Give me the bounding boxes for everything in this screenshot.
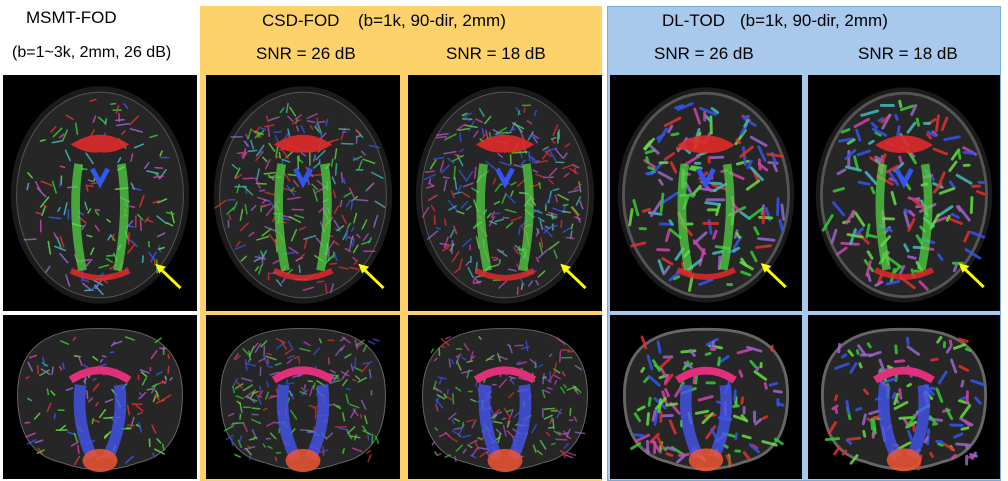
axial-csd-26-image xyxy=(206,75,400,311)
coronal-csd-18-image xyxy=(408,315,602,479)
dl-tod-title: DL-TOD xyxy=(662,11,725,30)
coronal-msmt-fod-image xyxy=(3,315,197,479)
axial-msmt-fod-image xyxy=(3,75,197,311)
snr-label-csd-26: SNR = 26 dB xyxy=(256,44,356,63)
msmt-fod-subtitle: (b=1~3k, 2mm, 26 dB) xyxy=(12,44,172,61)
axial-dl-18-image xyxy=(808,75,1000,311)
snr-label-dl-18: SNR = 18 dB xyxy=(858,44,958,63)
brain-rendering xyxy=(422,328,588,473)
coronal-dl-26-image xyxy=(610,315,802,479)
brain-rendering xyxy=(17,328,183,473)
brain-rendering xyxy=(617,87,795,303)
brain-rendering xyxy=(415,86,595,304)
msmt-fod-title: MSMT-FOD xyxy=(26,8,117,27)
brain-rendering xyxy=(815,87,993,303)
dl-tod-subtitle: (b=1k, 90-dir, 2mm) xyxy=(740,11,888,30)
coronal-dl-18-image xyxy=(808,315,1000,479)
csd-fod-title: CSD-FOD xyxy=(262,11,340,30)
brain-rendering xyxy=(622,327,790,472)
brain-rendering xyxy=(820,327,988,472)
brain-rendering xyxy=(10,86,190,304)
snr-label-dl-26: SNR = 26 dB xyxy=(654,44,754,63)
coronal-csd-26-image xyxy=(206,315,400,479)
csd-fod-subtitle: (b=1k, 90-dir, 2mm) xyxy=(358,11,506,30)
axial-csd-18-image xyxy=(408,75,602,311)
brain-rendering xyxy=(213,86,393,304)
snr-label-csd-18: SNR = 18 dB xyxy=(446,44,546,63)
axial-dl-26-image xyxy=(610,75,802,311)
brain-rendering xyxy=(220,328,386,473)
